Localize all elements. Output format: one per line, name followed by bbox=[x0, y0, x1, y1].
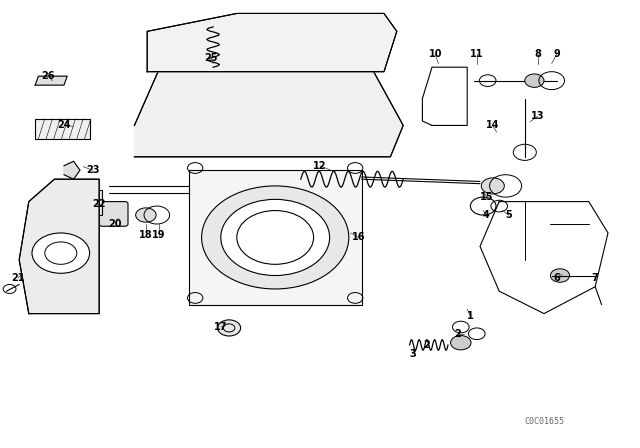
Circle shape bbox=[136, 208, 156, 222]
Text: 25: 25 bbox=[204, 53, 218, 63]
Text: 12: 12 bbox=[313, 161, 327, 171]
FancyBboxPatch shape bbox=[99, 202, 128, 226]
Text: 22: 22 bbox=[92, 199, 106, 209]
Bar bbox=[35, 119, 90, 139]
Text: 9: 9 bbox=[554, 49, 560, 59]
Text: 7: 7 bbox=[592, 273, 598, 283]
Text: 4: 4 bbox=[483, 210, 490, 220]
Bar bbox=[77, 190, 102, 215]
Text: 15: 15 bbox=[479, 192, 493, 202]
Circle shape bbox=[202, 186, 349, 289]
Text: 5: 5 bbox=[506, 210, 512, 220]
Circle shape bbox=[221, 199, 330, 276]
Circle shape bbox=[481, 178, 504, 194]
Text: C0C01655: C0C01655 bbox=[524, 417, 564, 426]
Circle shape bbox=[550, 269, 570, 282]
Text: 13: 13 bbox=[531, 112, 545, 121]
Text: 10: 10 bbox=[428, 49, 442, 59]
Text: 26: 26 bbox=[41, 71, 55, 81]
Circle shape bbox=[525, 74, 544, 87]
Text: 11: 11 bbox=[470, 49, 484, 59]
Polygon shape bbox=[134, 67, 403, 157]
Text: 20: 20 bbox=[108, 219, 122, 229]
Text: 17: 17 bbox=[214, 322, 228, 332]
Text: 2: 2 bbox=[454, 329, 461, 339]
Text: 19: 19 bbox=[152, 230, 166, 240]
Circle shape bbox=[218, 320, 241, 336]
Text: 23: 23 bbox=[86, 165, 100, 175]
Circle shape bbox=[451, 336, 471, 350]
Text: 14: 14 bbox=[486, 121, 500, 130]
Text: 18: 18 bbox=[139, 230, 153, 240]
Polygon shape bbox=[147, 13, 397, 72]
Text: 2: 2 bbox=[424, 340, 430, 350]
Text: 6: 6 bbox=[554, 273, 560, 283]
Polygon shape bbox=[64, 161, 80, 179]
Polygon shape bbox=[35, 76, 67, 85]
Text: 16: 16 bbox=[351, 233, 365, 242]
Text: 8: 8 bbox=[534, 49, 541, 59]
Polygon shape bbox=[19, 179, 99, 314]
Text: 24: 24 bbox=[57, 121, 71, 130]
Text: 1: 1 bbox=[467, 311, 474, 321]
Text: 3: 3 bbox=[410, 349, 416, 359]
Circle shape bbox=[32, 233, 90, 273]
Text: 21: 21 bbox=[11, 273, 25, 283]
Bar bbox=[189, 170, 362, 305]
